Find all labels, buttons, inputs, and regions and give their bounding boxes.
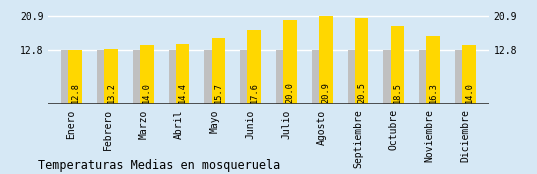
- Bar: [61, 50, 75, 104]
- Text: 15.7: 15.7: [214, 82, 223, 103]
- Text: 17.6: 17.6: [250, 82, 259, 103]
- Bar: [276, 50, 289, 104]
- Bar: [97, 50, 111, 104]
- Bar: [462, 45, 476, 104]
- Bar: [68, 50, 82, 104]
- Bar: [248, 30, 261, 104]
- Text: 14.4: 14.4: [178, 82, 187, 103]
- Bar: [169, 50, 182, 104]
- Text: 18.5: 18.5: [393, 82, 402, 103]
- Bar: [212, 38, 225, 104]
- Bar: [347, 50, 361, 104]
- Bar: [419, 50, 433, 104]
- Bar: [426, 36, 440, 104]
- Text: 20.9: 20.9: [321, 82, 330, 103]
- Bar: [205, 50, 218, 104]
- Bar: [283, 20, 297, 104]
- Text: 20.5: 20.5: [357, 82, 366, 103]
- Text: 12.8: 12.8: [71, 82, 79, 103]
- Bar: [319, 16, 332, 104]
- Bar: [355, 18, 368, 104]
- Bar: [176, 44, 190, 104]
- Text: 14.0: 14.0: [465, 82, 474, 103]
- Bar: [104, 49, 118, 104]
- Bar: [240, 50, 254, 104]
- Bar: [383, 50, 397, 104]
- Bar: [312, 50, 325, 104]
- Bar: [133, 50, 147, 104]
- Bar: [455, 50, 469, 104]
- Bar: [390, 26, 404, 104]
- Text: 16.3: 16.3: [429, 82, 438, 103]
- Text: 14.0: 14.0: [142, 82, 151, 103]
- Text: 13.2: 13.2: [106, 82, 115, 103]
- Text: Temperaturas Medias en mosqueruela: Temperaturas Medias en mosqueruela: [38, 159, 280, 172]
- Bar: [140, 45, 154, 104]
- Text: 20.0: 20.0: [286, 82, 294, 103]
